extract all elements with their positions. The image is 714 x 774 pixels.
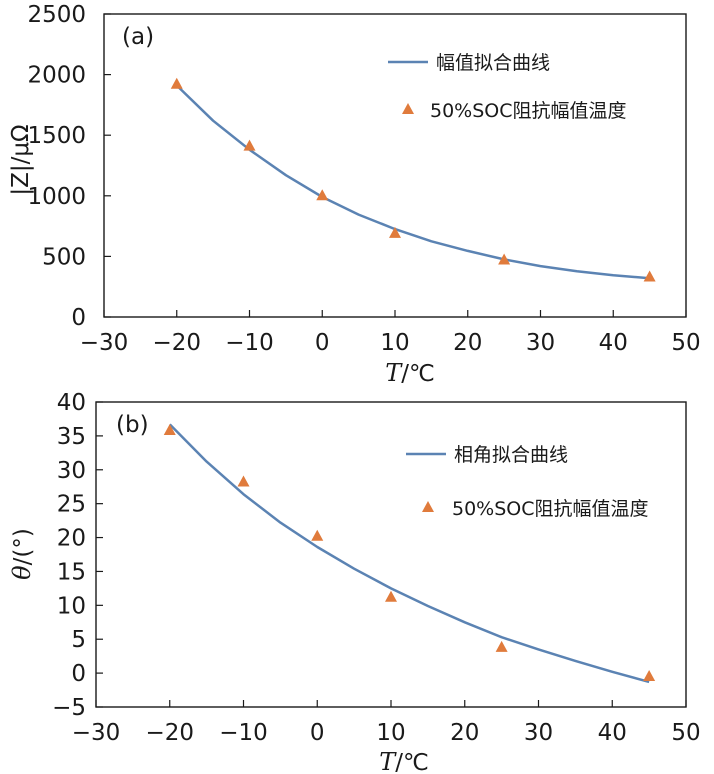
y-tick-label: 0	[71, 661, 86, 687]
fit-curve	[175, 84, 650, 280]
y-tick-label: 35	[57, 424, 86, 450]
legend-b: 相角拟合曲线 50%SOC阻抗幅值温度	[406, 444, 649, 520]
x-tick-label: 20	[453, 330, 482, 356]
x-tick-label: 0	[310, 720, 325, 746]
y-axis-title-b-var: θ	[8, 565, 36, 580]
data-point-marker	[643, 270, 656, 282]
x-axis-title-a: T/℃	[385, 359, 435, 387]
x-tick-label: 30	[526, 330, 555, 356]
x-axis-title-b-var: T	[379, 748, 397, 774]
series-b	[163, 423, 656, 684]
legend-a-marker-swatch	[402, 103, 414, 114]
y-tick-label: 10	[57, 593, 86, 619]
x-tick-label: −30	[72, 720, 121, 746]
panel-label-a: (a)	[122, 24, 154, 50]
y-tick-label: 1500	[27, 123, 86, 149]
y-tick-label: 40	[57, 390, 86, 416]
y-tick-label: 15	[57, 559, 86, 585]
x-axis-title-b-unit: /℃	[395, 750, 429, 774]
panel-label-b: (b)	[116, 412, 149, 438]
panel-b: −30 −20 −10 0 10 20 30 40 50 −50510152025303540 …	[8, 390, 701, 774]
x-ticks-b: −30 −20 −10 0 10 20 30 40 50	[72, 700, 701, 746]
legend-a-line-label: 幅值拟合曲线	[436, 52, 550, 74]
y-tick-label: 5	[71, 627, 86, 653]
x-tick-label: 30	[524, 720, 553, 746]
x-tick-label: 10	[376, 720, 405, 746]
panel-a: −30 −20 −10 0 10 20 30 40 50 0 500 1000 1500 2000 250…	[8, 2, 701, 387]
data-point-marker	[170, 77, 183, 89]
x-axis-title-a-unit: /℃	[401, 361, 435, 387]
data-point-marker	[237, 475, 250, 487]
y-axis-title-b: θ/(°)	[8, 528, 36, 580]
x-tick-label: 50	[671, 720, 700, 746]
data-point-marker	[385, 590, 397, 602]
x-tick-label: 50	[671, 330, 700, 356]
x-axis-title-b: T/℃	[379, 748, 429, 774]
data-point-marker	[243, 139, 256, 151]
data-point-marker	[311, 529, 324, 541]
series-a	[170, 77, 656, 282]
legend-a: 幅值拟合曲线 50%SOC阻抗幅值温度	[388, 52, 627, 122]
y-tick-label: 2000	[27, 63, 86, 89]
x-tick-label: −20	[145, 720, 194, 746]
x-axis-title-a-var: T	[385, 359, 403, 387]
x-tick-label: −10	[225, 330, 274, 356]
x-ticks-a: −30 −20 −10 0 10 20 30 40 50	[80, 310, 701, 356]
y-ticks-a: 0 500 1000 1500 2000 2500	[27, 2, 111, 331]
data-point-marker	[643, 670, 656, 681]
y-tick-label: 30	[57, 458, 86, 484]
legend-b-marker-label: 50%SOC阻抗幅值温度	[452, 498, 649, 520]
x-tick-label: −10	[219, 720, 268, 746]
y-axis-title-a: |Z|/μΩ	[8, 124, 34, 195]
y-tick-label: 20	[57, 526, 86, 552]
x-tick-label: 20	[450, 720, 479, 746]
data-point-marker	[498, 253, 511, 265]
y-tick-label: −5	[52, 695, 86, 721]
x-tick-label: −30	[80, 330, 129, 356]
data-point-marker	[389, 226, 401, 238]
plot-frame-b	[95, 401, 687, 708]
y-tick-label: 1000	[27, 184, 86, 210]
legend-b-marker-swatch	[422, 501, 434, 512]
x-tick-label: 40	[598, 720, 627, 746]
plot-frame-a	[103, 13, 687, 318]
fit-curve	[168, 423, 650, 684]
data-point-marker	[163, 423, 176, 435]
y-tick-label: 2500	[27, 2, 86, 28]
legend-a-marker-label: 50%SOC阻抗幅值温度	[430, 100, 627, 122]
data-point-marker	[495, 640, 508, 652]
y-tick-label: 25	[57, 492, 86, 518]
y-ticks-b: −5 0 5 10 15 20 25 30 35 40	[52, 390, 103, 721]
y-tick-label: 0	[71, 305, 86, 331]
legend-b-line-label: 相角拟合曲线	[454, 444, 568, 466]
x-tick-label: 40	[599, 330, 628, 356]
y-tick-label: 500	[42, 244, 86, 270]
x-tick-label: −20	[152, 330, 201, 356]
y-axis-title-b-unit: /(°)	[10, 528, 36, 565]
x-tick-label: 0	[315, 330, 330, 356]
x-tick-label: 10	[380, 330, 409, 356]
data-point-marker	[316, 189, 329, 201]
